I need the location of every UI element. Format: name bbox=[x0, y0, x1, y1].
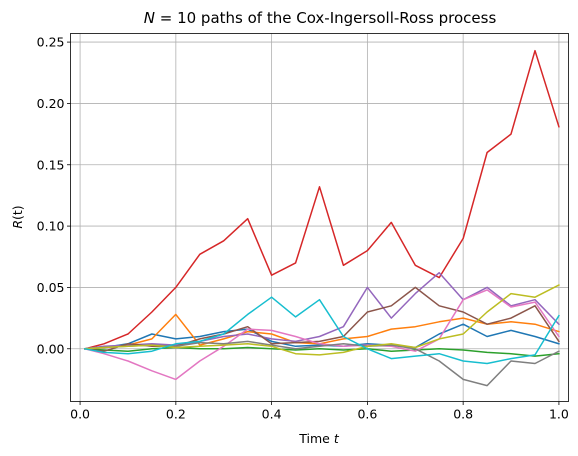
series-line-path-5 bbox=[84, 271, 560, 350]
title-text: = 10 paths of the Cox-Ingersoll-Ross pro… bbox=[155, 9, 496, 27]
series-line-path-4 bbox=[83, 49, 560, 350]
y-tick-label: 0.05 bbox=[37, 280, 65, 295]
series-line-path-9 bbox=[84, 283, 560, 356]
x-tick-label: 1.0 bbox=[549, 407, 569, 422]
series-lines bbox=[83, 49, 560, 387]
title-variable: N bbox=[144, 9, 155, 27]
x-tick-label: 0.0 bbox=[70, 407, 90, 422]
x-tick-label: 0.2 bbox=[166, 407, 186, 422]
axes-frame bbox=[70, 33, 569, 402]
x-axis-label-variable: t bbox=[334, 431, 340, 446]
series-line-path-10 bbox=[84, 296, 560, 365]
y-axis-label-text: (t) bbox=[10, 205, 25, 220]
y-tick-label: 0.00 bbox=[37, 341, 65, 356]
x-axis-label: Time t bbox=[298, 431, 340, 446]
ticks: 0.0 0.2 0.4 0.6 0.8 1.0 0.00 0.05 0.10 0.15 0.20 0.… bbox=[37, 35, 569, 422]
x-tick-label: 0.8 bbox=[453, 407, 473, 422]
series-line-path-7 bbox=[83, 289, 560, 381]
chart-title: N = 10 paths of the Cox-Ingersoll-Ross p… bbox=[144, 9, 497, 27]
x-axis-label-text: Time bbox=[298, 431, 334, 446]
y-tick-label: 0.20 bbox=[37, 96, 65, 111]
x-tick-label: 0.4 bbox=[262, 407, 282, 422]
series-line-path-6 bbox=[84, 286, 560, 352]
series-line-path-1 bbox=[84, 323, 560, 350]
y-tick-label: 0.25 bbox=[37, 35, 65, 50]
y-axis-label: R(t) bbox=[10, 205, 25, 228]
x-tick-label: 0.6 bbox=[357, 407, 377, 422]
y-tick-label: 0.15 bbox=[37, 157, 65, 172]
y-axis-label-variable: R bbox=[10, 220, 25, 229]
y-tick-label: 0.10 bbox=[37, 219, 65, 234]
